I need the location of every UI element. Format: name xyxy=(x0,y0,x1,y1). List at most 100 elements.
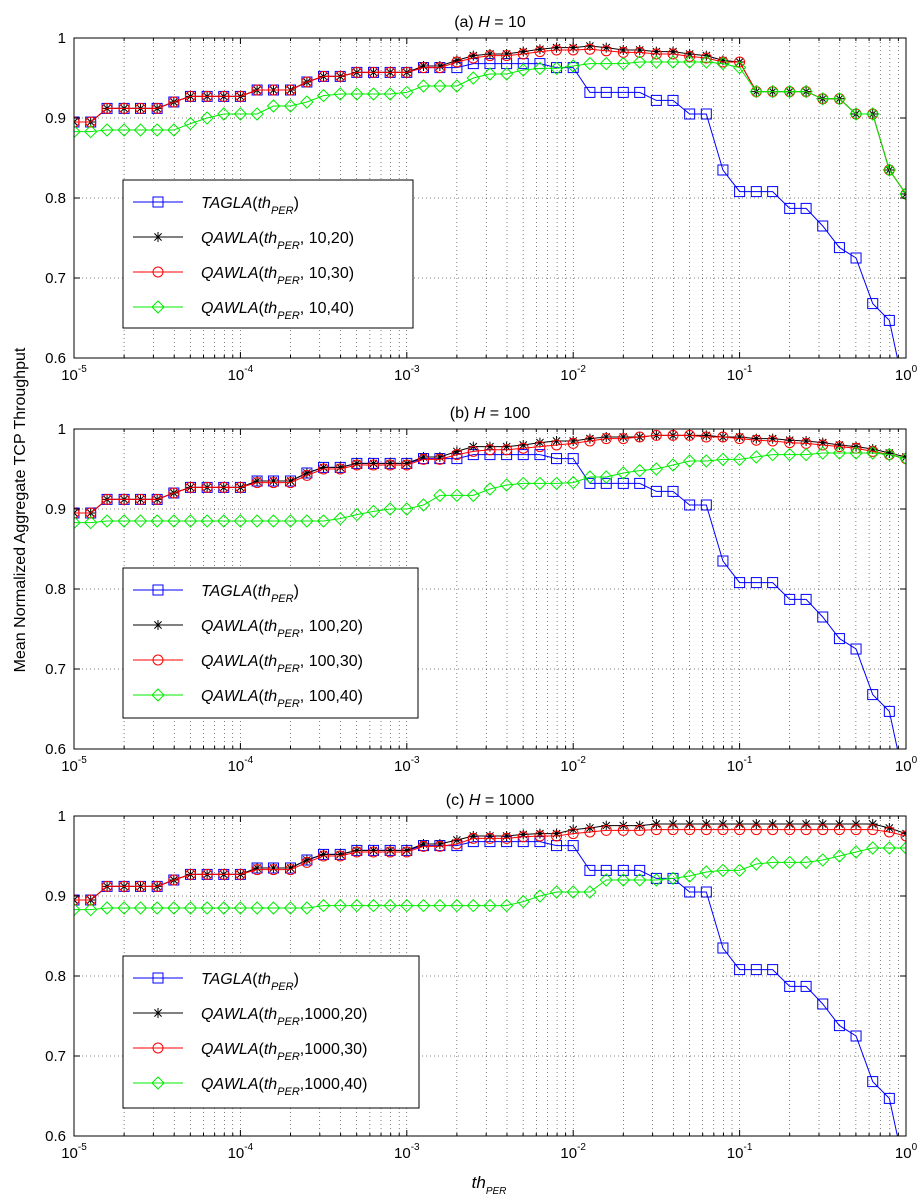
data-point-diamond xyxy=(599,56,613,71)
data-point-diamond xyxy=(682,869,697,883)
x-tick-exp: -5 xyxy=(78,1142,87,1153)
data-point-circle xyxy=(351,459,363,471)
legend-sub: PER xyxy=(277,1016,300,1028)
legend-marker-circle xyxy=(152,266,164,278)
data-point-circle xyxy=(418,453,430,465)
legend-marker-square xyxy=(152,196,164,208)
data-point-circle xyxy=(700,52,712,64)
data-point-diamond xyxy=(366,87,381,101)
data-point-circle xyxy=(234,481,246,493)
data-point-circle xyxy=(833,441,845,453)
legend-paren: ( xyxy=(259,618,265,635)
legend-fn: QAWLA xyxy=(201,1041,259,1058)
legend-paren: ( xyxy=(259,230,265,247)
data-point-circle xyxy=(267,477,279,489)
legend-paren: ( xyxy=(259,653,265,670)
legend-label: QAWLA(thPER, 100,40) xyxy=(201,688,363,710)
data-point-diamond xyxy=(283,901,298,915)
legend-arg: th xyxy=(264,653,277,670)
data-point-circle xyxy=(267,864,279,876)
data-point-circle xyxy=(634,431,646,443)
data-point-star xyxy=(867,444,878,454)
data-point-star xyxy=(867,819,878,829)
data-point-circle xyxy=(434,453,446,465)
data-point-circle xyxy=(584,43,596,55)
legend-sub: PER xyxy=(271,593,294,605)
data-point-square xyxy=(717,942,729,954)
data-point-circle xyxy=(184,90,196,102)
data-point-star xyxy=(668,46,679,57)
data-point-star xyxy=(318,462,329,473)
data-point-circle xyxy=(74,116,80,128)
data-point-square xyxy=(617,86,629,98)
data-point-diamond xyxy=(233,901,248,915)
data-point-star xyxy=(351,458,362,469)
data-point-star xyxy=(767,819,778,829)
data-point-diamond xyxy=(832,849,847,863)
data-point-star xyxy=(401,458,412,469)
data-point-diamond xyxy=(250,107,264,121)
data-point-circle xyxy=(101,102,113,114)
data-point-circle xyxy=(767,824,779,836)
data-point-diamond xyxy=(832,446,847,460)
data-point-circle xyxy=(151,880,163,892)
data-point-diamond xyxy=(433,898,447,913)
data-point-diamond xyxy=(383,87,397,101)
data-point-diamond xyxy=(732,452,747,467)
data-point-circle xyxy=(617,824,629,836)
data-point-circle xyxy=(118,493,130,505)
data-point-diamond xyxy=(499,478,514,492)
data-point-square xyxy=(800,202,812,214)
data-point-star xyxy=(717,819,728,829)
data-point-square xyxy=(634,864,646,876)
data-point-square xyxy=(650,485,662,497)
data-point-diamond xyxy=(533,889,547,903)
data-point-diamond xyxy=(233,107,248,121)
data-point-diamond xyxy=(433,488,447,503)
data-point-diamond xyxy=(782,855,797,870)
data-point-star xyxy=(601,42,612,53)
data-point-star xyxy=(451,835,462,845)
y-tick-label: 0.9 xyxy=(45,888,66,905)
data-point-diamond xyxy=(183,514,198,528)
data-point-diamond xyxy=(499,67,514,81)
data-point-diamond xyxy=(666,871,680,886)
data-point-square xyxy=(650,94,662,106)
data-point-diamond xyxy=(366,898,381,913)
data-point-circle xyxy=(467,832,479,844)
x-tick-label: 10-4 xyxy=(228,1142,254,1162)
data-point-diamond xyxy=(799,855,813,870)
data-point-circle xyxy=(451,838,463,850)
x-tick-exp: -3 xyxy=(411,1142,420,1153)
data-point-circle xyxy=(900,830,906,842)
data-point-star xyxy=(751,433,762,444)
data-point-diamond xyxy=(433,79,447,93)
legend-sub: PER xyxy=(277,310,300,322)
data-point-diamond xyxy=(599,470,613,484)
data-point-square xyxy=(634,477,646,489)
data-point-square xyxy=(750,577,762,589)
data-point-diamond xyxy=(583,56,597,71)
legend-rest: ) xyxy=(294,971,299,988)
data-point-star xyxy=(651,46,662,57)
x-axis-label-main: th xyxy=(472,1173,486,1192)
data-point-diamond xyxy=(333,898,347,913)
data-point-circle xyxy=(634,46,646,58)
data-point-circle xyxy=(800,824,812,836)
data-point-square xyxy=(850,252,862,264)
data-point-circle xyxy=(600,433,612,445)
data-point-square xyxy=(750,964,762,976)
data-point-diamond xyxy=(400,898,414,913)
data-point-square xyxy=(634,86,646,98)
legend-rest: ,1000,20) xyxy=(300,1006,368,1023)
data-point-diamond xyxy=(649,462,664,476)
data-point-square xyxy=(901,784,911,794)
data-point-diamond xyxy=(283,514,298,528)
data-point-diamond xyxy=(549,885,564,899)
data-point-circle xyxy=(833,824,845,836)
data-point-square xyxy=(817,998,829,1010)
y-tick-label: 0.7 xyxy=(45,661,66,678)
data-point-diamond xyxy=(749,84,764,99)
y-tick-label: 0.7 xyxy=(45,270,66,287)
data-point-circle xyxy=(667,48,679,60)
